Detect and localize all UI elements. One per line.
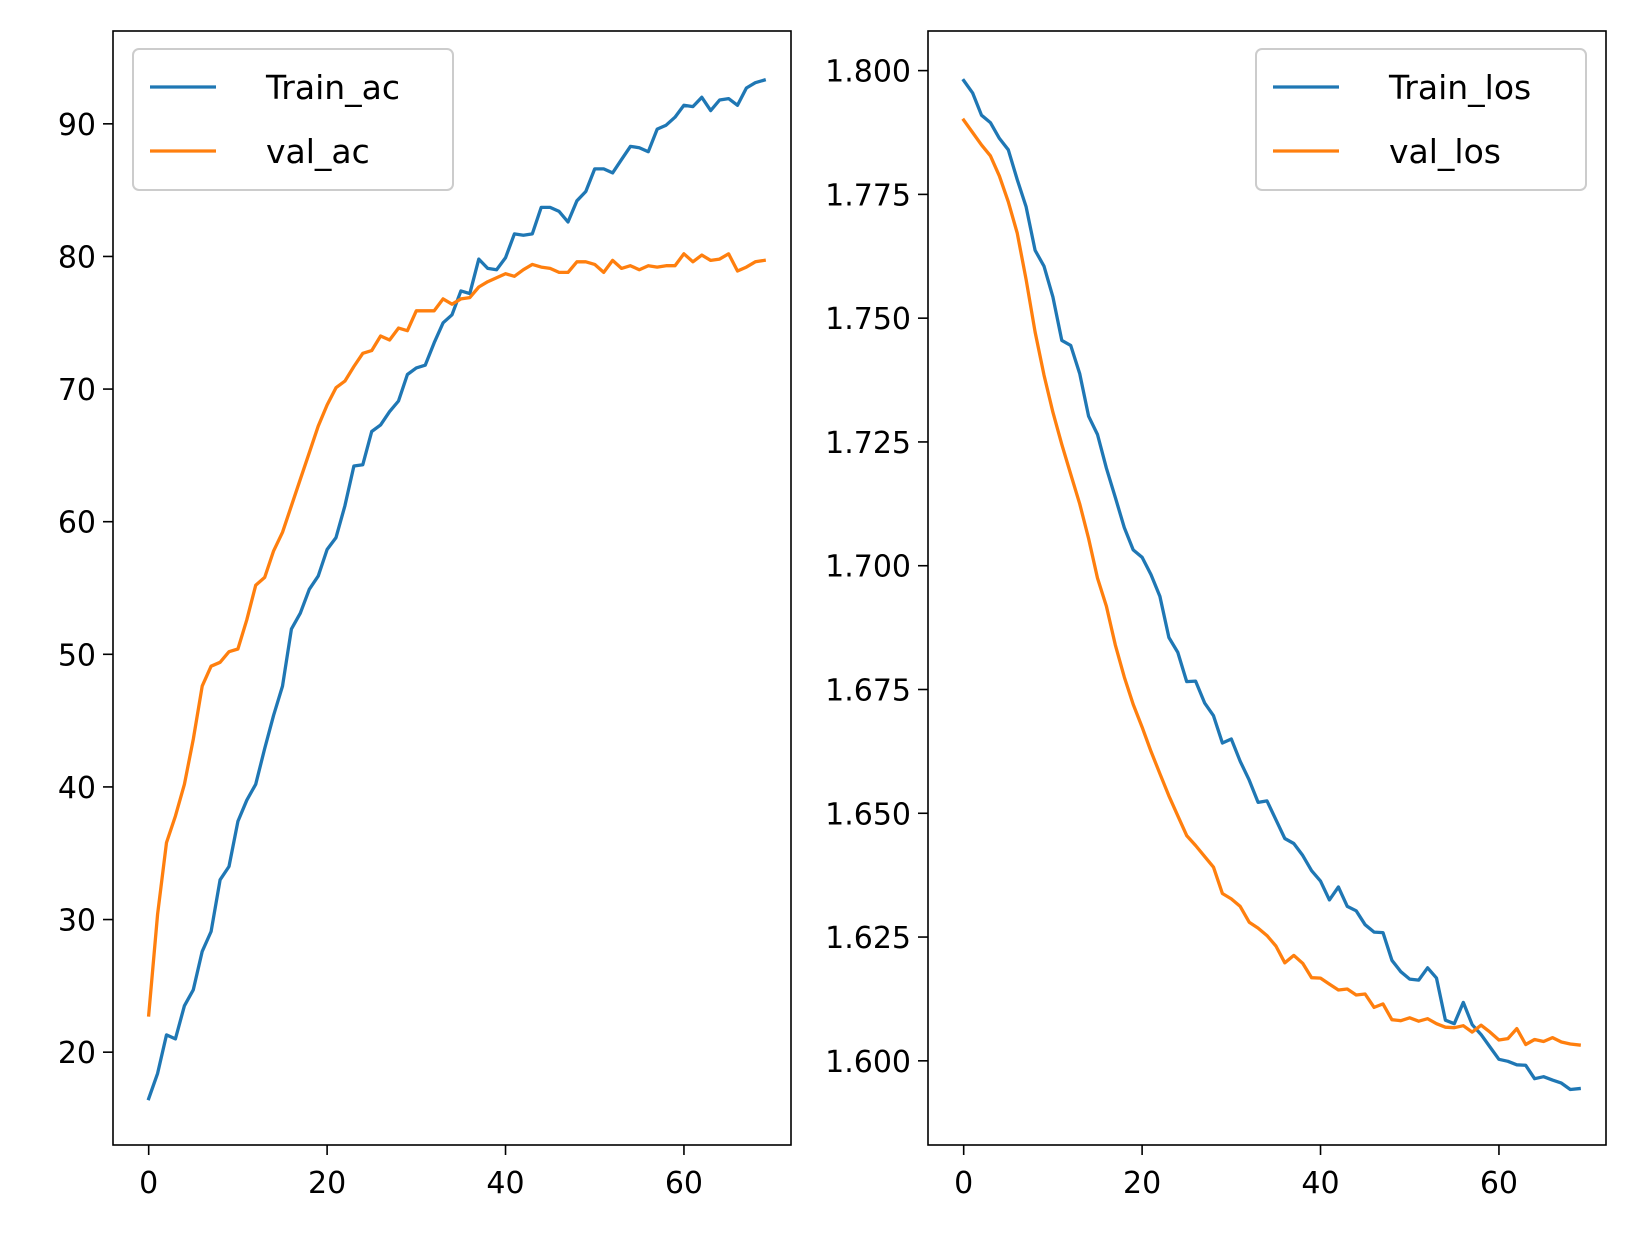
loss-legend-box <box>1255 48 1587 191</box>
loss-y-tick-label: 1.750 <box>825 302 911 337</box>
loss-y-tick-label: 1.675 <box>825 673 911 708</box>
loss-x-tick-label: 60 <box>1480 1166 1518 1201</box>
accuracy-y-tick-label: 70 <box>58 373 96 408</box>
loss-panel: 0 20 40 60 1.600 1.625 1.650 1.675 1.700 1.725 1.7… <box>825 30 1607 1201</box>
accuracy-x-tick-label: 0 <box>139 1166 158 1201</box>
accuracy-x-tick-label: 20 <box>308 1166 346 1201</box>
loss-y-tick-label: 1.650 <box>825 797 911 832</box>
accuracy-y-tick-label: 90 <box>58 108 96 143</box>
loss-legend-label-2: val_los <box>1389 132 1501 171</box>
loss-series-line-2 <box>961 117 1582 1047</box>
loss-y-tick-label: 1.700 <box>825 550 911 585</box>
accuracy-y-tick-label: 80 <box>58 240 96 275</box>
accuracy-y-tick-label: 50 <box>58 638 96 673</box>
loss-axes-frame <box>927 30 1607 1146</box>
loss-y-tick-label: 1.775 <box>825 178 911 213</box>
loss-x-tick-label: 20 <box>1123 1166 1161 1201</box>
accuracy-legend-label-2: val_ac <box>266 132 370 171</box>
loss-x-tick-label: 40 <box>1301 1166 1339 1201</box>
accuracy-y-tick-label: 20 <box>58 1036 96 1071</box>
loss-y-tick-label: 1.625 <box>825 921 911 956</box>
loss-y-tick-label: 1.600 <box>825 1045 911 1080</box>
accuracy-y-tick-label: 60 <box>58 506 96 541</box>
loss-y-tick-label: 1.800 <box>825 55 911 90</box>
accuracy-x-tick-label: 40 <box>486 1166 524 1201</box>
accuracy-legend-box <box>132 48 454 191</box>
accuracy-y-tick-label: 40 <box>58 771 96 806</box>
loss-x-tick-label: 0 <box>954 1166 973 1201</box>
loss-y-tick-label: 1.725 <box>825 426 911 461</box>
accuracy-x-tick-label: 60 <box>665 1166 703 1201</box>
accuracy-y-tick-label: 30 <box>58 904 96 939</box>
accuracy-legend-label-1: Train_ac <box>265 68 400 107</box>
accuracy-series-line-2 <box>146 252 767 1017</box>
loss-legend-label-1: Train_los <box>1388 68 1531 107</box>
accuracy-axes-frame <box>112 30 792 1146</box>
accuracy-panel: 0 20 40 60 20 30 40 50 60 70 80 90 Train_ac val_ac <box>58 30 792 1201</box>
